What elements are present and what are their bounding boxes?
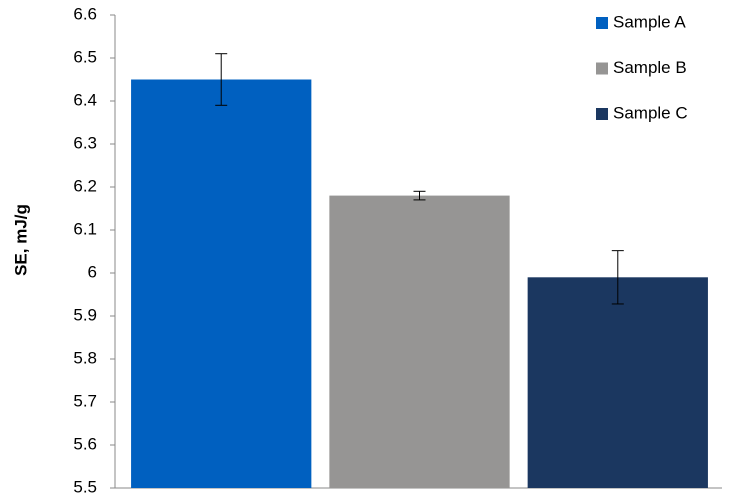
y-tick-label: 6.4 [73,90,97,109]
legend-label: Sample B [613,58,687,77]
y-tick-label: 6.1 [73,219,97,238]
error-bar [215,53,228,106]
y-tick-label: 6.5 [73,47,97,66]
y-tick-label: 6.6 [73,4,97,23]
y-tick-label: 5.5 [73,477,97,496]
bar [329,195,510,488]
y-tick-label: 6 [88,262,97,281]
y-tick-label: 5.6 [73,434,97,453]
y-tick-label: 5.7 [73,391,97,410]
error-bar [611,250,624,305]
y-tick-label: 5.9 [73,305,97,324]
y-tick-label: 5.8 [73,348,97,367]
y-tick-label: 6.3 [73,133,97,152]
bar [527,277,708,488]
legend-label: Sample C [613,103,688,122]
bar [131,79,312,488]
legend-swatch [596,62,608,75]
legend-swatch [596,108,608,120]
y-axis-label: SE, mJ/g [11,204,30,276]
legend-swatch [596,17,608,29]
error-bar [413,190,426,201]
legend-label: Sample A [613,12,686,31]
y-tick-label: 6.2 [73,176,97,195]
